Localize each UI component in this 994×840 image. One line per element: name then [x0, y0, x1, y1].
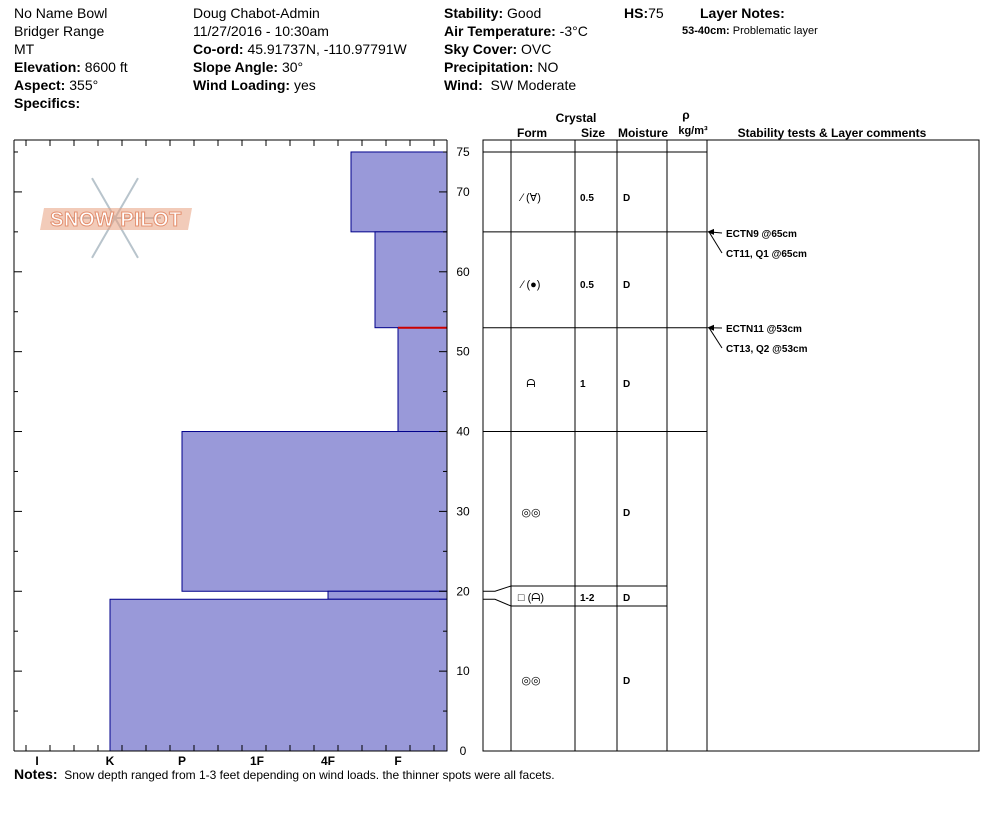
stability-test-label: ECTN9 @65cm [726, 229, 797, 240]
stability-label: Stability: [444, 5, 504, 21]
logo-banner [40, 208, 192, 230]
notes-label: Notes: [14, 766, 58, 782]
layer-notes-label: Layer Notes: [700, 5, 785, 21]
depth-label: 60 [456, 265, 470, 279]
header-moisture: Moisture [618, 126, 668, 140]
crystal-form: □ (ᗩ) [518, 592, 544, 604]
state: MT [14, 41, 35, 57]
header-size: Size [581, 126, 605, 140]
hardness-label: F [394, 754, 401, 768]
hardness-bar [374, 231, 448, 329]
hardness-label: 4F [321, 754, 335, 768]
header-crystal: Crystal [556, 111, 597, 125]
crystal-size: 0.5 [580, 193, 594, 204]
observation-datetime: 11/27/2016 - 10:30am [193, 23, 329, 39]
layer-notes-block: Layer Notes: [700, 4, 785, 22]
slope-label: Slope Angle: [193, 59, 279, 75]
depth-label: 40 [456, 425, 470, 439]
aspect-label: Aspect: [14, 77, 66, 93]
hardness-label: I [35, 754, 38, 768]
mountain-range: Bridger Range [14, 23, 105, 39]
depth-label: 70 [456, 185, 470, 199]
depth-label: 50 [456, 345, 470, 359]
hardness-label: K [106, 754, 115, 768]
precip-label: Precipitation: [444, 59, 534, 75]
elevation-label: Elevation: [14, 59, 81, 75]
wind-value: SW Moderate [490, 77, 577, 93]
crystal-form: ⁄ (∀) [518, 192, 541, 204]
test-pointer [708, 231, 723, 254]
crystal-size: 1-2 [580, 593, 595, 604]
depth-connector [483, 585, 512, 592]
air-temp-label: Air Temperature: [444, 23, 556, 39]
wind-loading-label: Wind Loading: [193, 77, 291, 93]
test-arrowhead [707, 228, 714, 235]
header-observation-info: Doug Chabot-Admin 11/27/2016 - 10:30am C… [193, 4, 407, 94]
coord-label: Co-ord: [193, 41, 244, 57]
crystal-form: ᗩ [526, 378, 535, 390]
slope-value: 30° [281, 59, 304, 75]
stability-value: Good [507, 5, 542, 21]
sky-label: Sky Cover: [444, 41, 518, 57]
specifics-label: Specifics: [14, 95, 81, 111]
wind-label: Wind: [444, 77, 483, 93]
notes-section: Notes: Snow depth ranged from 1-3 feet d… [14, 766, 555, 782]
hardness-label: 1F [250, 754, 264, 768]
depth-label: 30 [456, 504, 470, 518]
hardness-label: P [178, 754, 186, 768]
snowpilot-logo [40, 177, 192, 259]
moisture-value: D [623, 676, 630, 687]
coord-value: 45.91737N, -110.97791W [247, 41, 407, 57]
hardness-bar [397, 327, 448, 433]
hs-label: HS: [624, 5, 649, 21]
depth-label: 20 [456, 584, 470, 598]
hardness-bar [350, 151, 448, 233]
logo-text: SNOW PILOT [50, 209, 182, 231]
crystal-size: 0.5 [580, 280, 594, 291]
stability-test-label: ECTN11 @53cm [726, 324, 802, 335]
test-arrowhead [707, 324, 714, 331]
depth-label: 75 [456, 145, 470, 159]
test-pointer [708, 327, 723, 349]
moisture-value: D [623, 280, 630, 291]
layer-note-range: 53-40cm: [682, 25, 730, 37]
hardness-bar [109, 598, 448, 752]
air-temp-value: -3°C [559, 23, 588, 39]
elevation-value: 8600 ft [84, 59, 128, 75]
header-form: Form [517, 126, 547, 140]
depth-connector [483, 598, 512, 607]
header-density-symbol: ρ [682, 108, 689, 122]
aspect-value: 355° [69, 77, 99, 93]
layer-note-text: Problematic layer [732, 25, 818, 37]
depth-label: 10 [456, 664, 470, 678]
observer-name: Doug Chabot-Admin [193, 5, 320, 21]
notes-text: Snow depth ranged from 1-3 feet dependin… [64, 768, 555, 782]
stability-test-label: CT11, Q1 @65cm [726, 249, 807, 260]
sky-value: OVC [521, 41, 552, 57]
header-comments: Stability tests & Layer comments [738, 126, 927, 140]
moisture-value: D [623, 508, 630, 519]
crystal-size: 1 [580, 379, 586, 390]
header-weather-info: Stability: Good Air Temperature: -3°C Sk… [444, 4, 588, 94]
layer-table-frame [482, 139, 980, 752]
moisture-value: D [623, 593, 630, 604]
crystal-form: ⁄ (●) [519, 279, 541, 291]
location-name: No Name Bowl [14, 5, 108, 21]
moisture-value: D [623, 193, 630, 204]
header-density-unit: kg/m³ [678, 125, 708, 137]
hs-block: HS:75 [624, 4, 664, 22]
depth-label: 0 [460, 744, 467, 758]
crystal-form: ◎◎ [521, 507, 540, 519]
header-site-info: No Name Bowl Bridger Range MT Elevation:… [14, 4, 128, 112]
moisture-value: D [623, 379, 630, 390]
crystal-form: ◎◎ [521, 675, 540, 687]
stability-test-label: CT13, Q2 @53cm [726, 344, 808, 355]
wind-loading-value: yes [293, 77, 316, 93]
hardness-bar [181, 431, 448, 592]
layer-note: 53-40cm: Problematic layer [682, 22, 818, 40]
hardness-bar [327, 590, 448, 600]
precip-value: NO [537, 59, 559, 75]
hs-value: 75 [648, 5, 664, 21]
